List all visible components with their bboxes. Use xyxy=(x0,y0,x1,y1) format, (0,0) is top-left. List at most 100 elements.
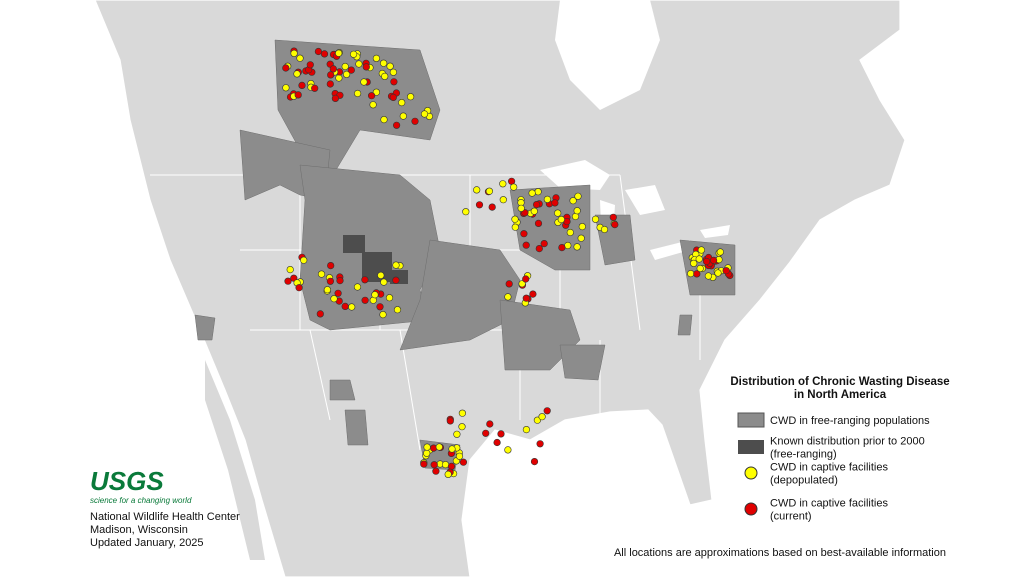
legend-label: (current) xyxy=(770,511,812,523)
facility-dot xyxy=(348,303,356,311)
facility-dot xyxy=(335,74,343,82)
facility-dot xyxy=(557,215,565,224)
facility-dot xyxy=(485,187,494,195)
baja xyxy=(205,360,265,560)
facility-dot xyxy=(317,270,326,278)
facility-dot xyxy=(573,243,581,251)
facility-dot xyxy=(331,94,340,102)
facility-dot xyxy=(343,70,351,78)
facility-dot xyxy=(504,446,512,454)
facility-dot xyxy=(488,203,496,211)
facility-dot xyxy=(330,295,338,303)
facility-dot xyxy=(282,64,290,72)
facility-dot xyxy=(493,438,501,447)
facility-dot xyxy=(453,430,461,438)
facility-dot xyxy=(704,272,713,280)
facility-dot xyxy=(393,306,402,314)
facility-dot xyxy=(341,62,349,71)
facility-dot xyxy=(535,245,543,253)
facility-dot xyxy=(326,80,334,88)
facility-dot xyxy=(455,452,464,460)
facility-dot xyxy=(361,276,369,284)
facility-dot xyxy=(380,59,388,67)
svg-text:Distribution of Chronic Wastin: Distribution of Chronic Wasting Disease i… xyxy=(730,376,949,401)
facility-dot xyxy=(522,294,530,302)
facility-dot xyxy=(522,275,530,283)
hudson-bay xyxy=(555,0,660,110)
facility-dot xyxy=(392,276,400,284)
legend-title-line: Distribution of Chronic Wasting Disease xyxy=(730,376,949,388)
facility-dot xyxy=(534,219,543,227)
facility-dot xyxy=(420,460,428,468)
facility-dot xyxy=(532,201,541,209)
facility-dots xyxy=(282,47,734,479)
facility-dot xyxy=(534,188,542,196)
facility-dot xyxy=(399,112,407,120)
facility-dot xyxy=(314,47,323,56)
facility-dot xyxy=(543,407,551,415)
facility-dot xyxy=(350,50,358,58)
facility-dot xyxy=(510,183,518,191)
facility-dot xyxy=(320,50,329,58)
legend-label: CWD in free-ranging populations xyxy=(770,415,930,427)
facility-dot xyxy=(355,60,363,68)
note: All locations are approximations based o… xyxy=(614,547,946,559)
facility-dot xyxy=(714,269,722,277)
facility-dot xyxy=(600,225,609,234)
facility-dot xyxy=(286,266,294,274)
facility-dot xyxy=(430,461,438,469)
swatch-pre-2000 xyxy=(738,440,764,454)
legend: Distribution of Chronic Wasting Disease i… xyxy=(730,376,949,523)
facility-dot xyxy=(459,458,468,466)
facility-dot xyxy=(341,302,349,311)
facility-dot xyxy=(578,223,586,231)
facility-dot xyxy=(336,277,344,285)
facility-dot xyxy=(566,228,574,237)
facility-dot xyxy=(385,294,394,302)
facility-dot xyxy=(393,121,401,129)
facility-dot xyxy=(371,291,379,299)
facility-dot xyxy=(432,467,440,475)
facility-dot xyxy=(458,423,466,431)
facility-dot xyxy=(389,93,397,101)
facility-dot xyxy=(296,54,304,62)
usgs-logo: USGS science for a changing world xyxy=(90,466,192,505)
facility-dot xyxy=(376,303,384,311)
facility-dot xyxy=(716,248,724,256)
facility-dot xyxy=(420,110,429,118)
facility-dot xyxy=(369,101,377,109)
facility-dot xyxy=(475,201,484,209)
facility-dot xyxy=(334,289,342,297)
facility-dot xyxy=(392,261,400,269)
facility-dot xyxy=(293,70,301,78)
facility-dot xyxy=(423,443,431,451)
facility-dot xyxy=(446,417,454,425)
legend-label: Known distribution prior to 2000 xyxy=(770,436,925,448)
facility-dot xyxy=(347,66,355,74)
facility-dot xyxy=(696,264,704,273)
swatch-depopulated xyxy=(744,466,758,480)
facility-dot xyxy=(528,189,536,197)
facility-dot xyxy=(411,117,419,125)
facility-dot xyxy=(497,430,505,438)
facility-dot xyxy=(511,215,519,223)
facility-dot xyxy=(530,207,538,215)
facility-dot xyxy=(372,54,381,63)
facility-dot xyxy=(354,89,362,98)
facility-dot xyxy=(444,470,452,479)
legend-title-line: in North America xyxy=(794,389,887,401)
facility-dot xyxy=(530,458,539,466)
facility-dot xyxy=(323,286,332,294)
facility-dot xyxy=(554,209,562,217)
facility-dot xyxy=(284,277,292,285)
facility-dot xyxy=(447,462,456,471)
facility-dot xyxy=(473,186,481,194)
facility-dot xyxy=(326,277,335,285)
facility-dot xyxy=(574,192,582,200)
facility-dot xyxy=(298,81,306,89)
logo-tagline: science for a changing world xyxy=(90,496,192,505)
facility-dot xyxy=(386,62,394,70)
facility-dot xyxy=(327,71,335,79)
facility-dot xyxy=(306,61,314,69)
facility-dot xyxy=(282,84,290,92)
